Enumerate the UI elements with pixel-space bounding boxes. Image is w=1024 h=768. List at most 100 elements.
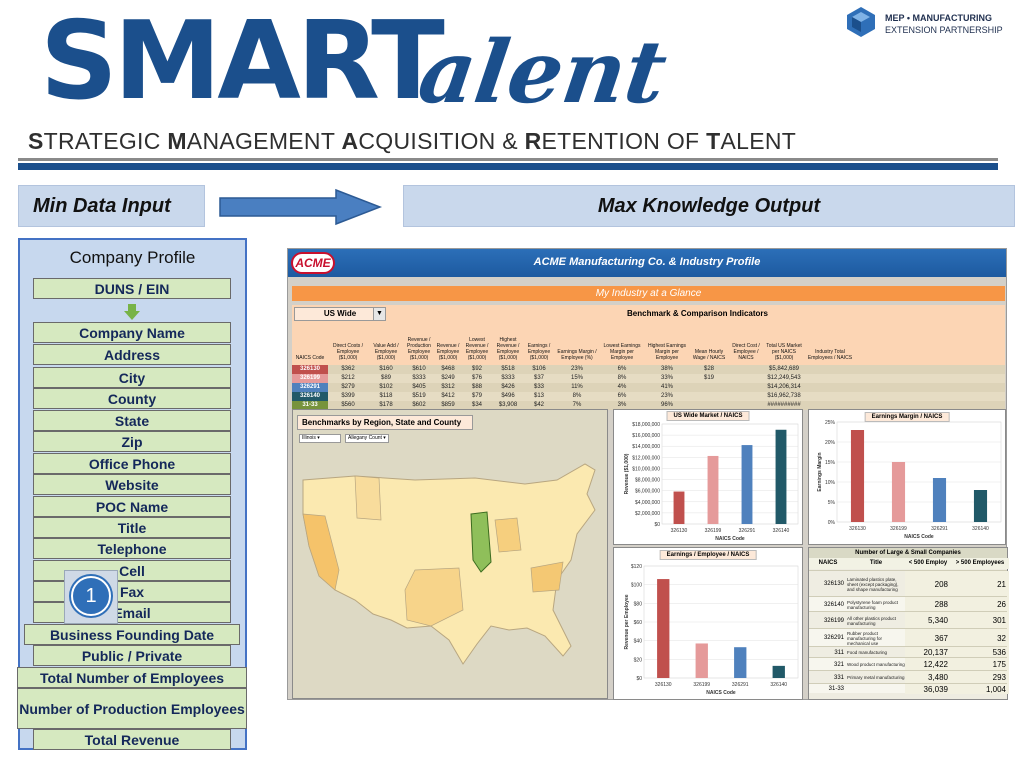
chart-title: US Wide Market / NAICS xyxy=(666,411,750,421)
profile-field-public-private: Public / Private xyxy=(33,645,231,666)
size-small-cell: 12,422 xyxy=(905,658,951,671)
y-tick-label: $2,000,000 xyxy=(635,511,660,517)
x-tick-label: 326291 xyxy=(739,528,756,534)
table-cell: $89 xyxy=(380,375,391,381)
state-select[interactable]: Illinois ▾ xyxy=(299,434,341,443)
table-cell: 6% xyxy=(617,393,627,399)
map-panel: Benchmarks by Region, State and County I… xyxy=(292,409,608,699)
tagline-word: ETENTION OF xyxy=(541,128,707,154)
bar-326130 xyxy=(673,491,685,524)
chevron-down-icon[interactable]: ▼ xyxy=(373,308,385,320)
tagline-word: CQUISITION & xyxy=(358,128,525,154)
benchmark-title: Benchmark & Comparison Indicators xyxy=(390,307,1005,321)
size-small-cell: 36,039 xyxy=(905,684,951,694)
table-cell: $312 xyxy=(441,384,455,390)
company-profile-panel: Company Profile DUNS / EIN Company Name A… xyxy=(17,238,247,750)
table-cell: $426 xyxy=(501,384,515,390)
benchmark-col-header: NAICS Code xyxy=(295,355,325,361)
table-cell: 96% xyxy=(660,402,673,408)
y-tick-label: $6,000,000 xyxy=(635,489,660,495)
y-tick-label: $8,000,000 xyxy=(635,478,660,484)
tagline-initial: T xyxy=(706,128,721,154)
profile-field-office-phone: Office Phone xyxy=(33,453,231,474)
benchmark-col-header: Direct Costs / Employee ($1,000) xyxy=(332,343,363,361)
us-map-icon xyxy=(302,463,596,665)
size-small-cell: 288 xyxy=(905,597,951,612)
benchmark-col-header: Revenue / Production Employee ($1,000) xyxy=(407,337,431,361)
min-data-input-banner: Min Data Input xyxy=(18,185,205,227)
earnings-margin-chart: 0% 5% 10% 15% 20% 25% 326130 326199 326291 326140… xyxy=(808,409,1006,545)
table-cell: 6% xyxy=(617,366,627,372)
benchmark-col-header: Direct Cost / Employee / NAICS xyxy=(732,343,760,361)
size-small-cell: 3,480 xyxy=(905,671,951,684)
size-large-cell: 26 xyxy=(951,597,1009,612)
table-cell: $178 xyxy=(379,402,393,408)
table-cell: $5,842,689 xyxy=(768,366,800,372)
step-badge: 1 xyxy=(71,576,111,616)
chart-title: Earnings Margin / NAICS xyxy=(864,412,950,422)
bar-326199 xyxy=(695,643,708,678)
tagline-initial: S xyxy=(28,128,44,154)
bar-326130 xyxy=(850,430,865,522)
naics-code-cell: 326130 xyxy=(292,365,328,374)
size-naics-cell: 326291 xyxy=(823,635,844,641)
x-axis-label: NAICS Code xyxy=(706,690,736,696)
benchmark-col-header: Industry Total Employees / NAICS xyxy=(807,349,853,361)
benchmark-col-header: Mean Hourly Wage / NAICS xyxy=(692,349,726,361)
table-cell: 33% xyxy=(660,375,673,381)
y-tick-label: $18,000,000 xyxy=(632,422,660,428)
size-col-title: Title xyxy=(847,558,905,569)
table-cell: ########## xyxy=(767,402,801,408)
size-small-cell: 20,137 xyxy=(905,647,951,658)
x-axis-label: NAICS Code xyxy=(715,536,745,542)
table-cell: 41% xyxy=(660,384,673,390)
earnings-margin-chart-svg: 0% 5% 10% 15% 20% 25% 326130 326199 326291 326140… xyxy=(817,420,1002,540)
table-cell: 8% xyxy=(572,393,582,399)
table-cell xyxy=(856,365,985,374)
y-tick-label: $4,000,000 xyxy=(635,500,660,506)
benchmark-col-header: Highest Revenue / Employee ($1,000) xyxy=(496,337,520,361)
benchmark-col-header xyxy=(856,323,985,363)
y-tick-label: 10% xyxy=(825,480,836,486)
table-cell: 4% xyxy=(617,384,627,390)
table-cell: $33 xyxy=(533,384,544,390)
benchmark-col-header: Total US Market per NAICS ($1,000) xyxy=(766,343,802,361)
bar-326130 xyxy=(657,579,670,678)
size-naics-cell: 331 xyxy=(833,674,844,681)
size-large-cell: 301 xyxy=(951,612,1009,629)
size-title-cell: All other plastics product manufacturing xyxy=(847,615,897,626)
table-cell: $518 xyxy=(501,366,515,372)
dashboard-title: ACME Manufacturing Co. & Industry Profil… xyxy=(533,256,761,268)
county-select[interactable]: Allegany Count ▾ xyxy=(345,434,389,443)
y-tick-label: $0 xyxy=(636,676,642,682)
table-row: 331 3,480 293 Primary metal manufacturing xyxy=(809,670,1009,684)
profile-field-fax: Fax xyxy=(33,581,231,602)
y-tick-label: $0 xyxy=(654,522,660,528)
table-cell: $160 xyxy=(379,366,393,372)
x-tick-label: 326291 xyxy=(931,526,948,532)
earnings-per-employee-chart-svg: $0 $20 $40 $60 $80 $100 $120 326130 326199 326291… xyxy=(624,564,799,696)
table-cell: $333 xyxy=(501,375,515,381)
size-title-cell: Food manufacturing xyxy=(847,650,888,655)
region-select[interactable]: US Wide ▼ xyxy=(294,307,386,321)
dashboard-screenshot: ACME ACME Manufacturing Co. & Industry P… xyxy=(287,248,1009,700)
size-large-cell: 536 xyxy=(951,647,1009,658)
table-cell xyxy=(856,374,985,383)
table-cell: 15% xyxy=(570,375,583,381)
table-cell: $602 xyxy=(412,402,426,408)
x-axis-label: NAICS Code xyxy=(904,534,934,540)
naics-code-cell: 326140 xyxy=(292,392,328,401)
table-row: 326130 $362 $160 $610 $468 $92 $518 $106 23% 6% 38… xyxy=(292,365,1005,374)
tagline-initial: R xyxy=(524,128,542,154)
bar-326291 xyxy=(741,445,753,524)
table-cell: $76 xyxy=(471,375,482,381)
benchmark-col-header: Highest Earnings Margin per Employee xyxy=(647,343,687,361)
table-cell: 3% xyxy=(617,402,627,408)
size-naics-cell: 326199 xyxy=(823,617,844,624)
naics-code-cell: 31-33 xyxy=(292,401,328,410)
table-cell: $92 xyxy=(471,366,482,372)
industry-glance-bar: My Industry at a Glance xyxy=(292,286,1005,301)
right-arrow-icon xyxy=(219,188,383,226)
table-cell: $496 xyxy=(501,393,515,399)
